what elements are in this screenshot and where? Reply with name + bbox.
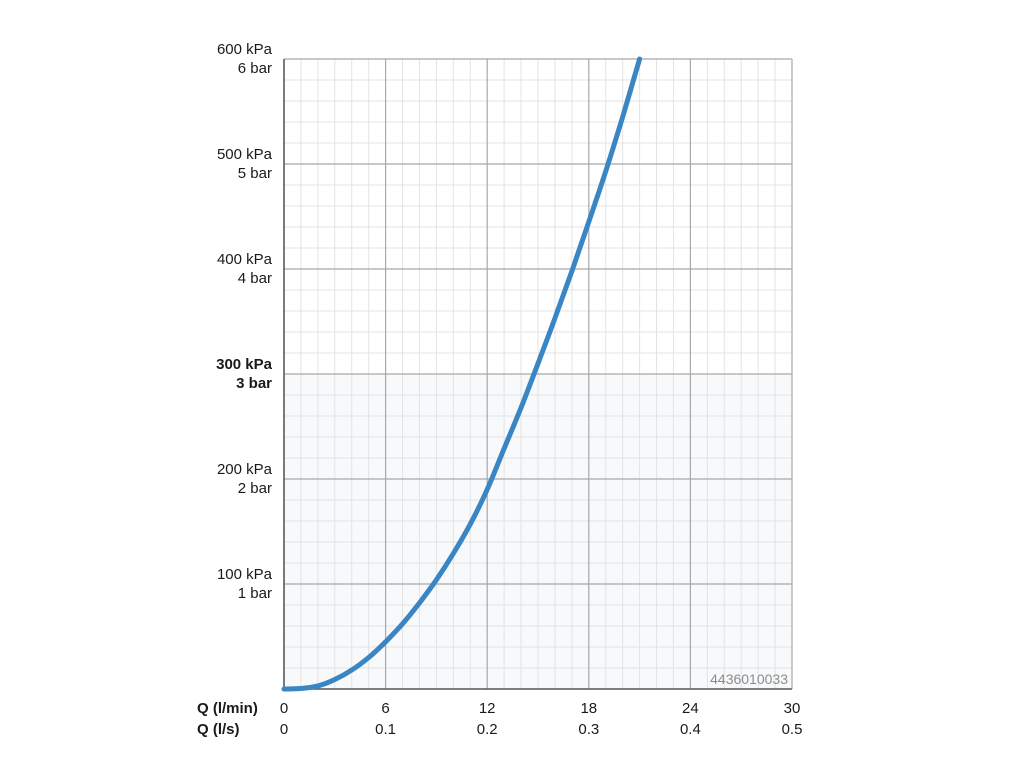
x-tick-label-ls: 0.2: [477, 721, 498, 738]
y-tick-label-bar: 2 bar: [238, 480, 272, 497]
y-tick-label-bar: 5 bar: [238, 165, 272, 182]
series-layer: [281, 56, 643, 692]
y-tick-label-kpa: 500 kPa: [217, 146, 273, 163]
x-tick-label-lmin: 12: [479, 700, 496, 717]
x-tick-labels: 0 0 6 0.1 12 0.2 18 0.3 24 0.4 30 0.5: [280, 700, 803, 738]
y-tick-label-bar: 4 bar: [238, 270, 272, 287]
y-tick-label-kpa: 100 kPa: [217, 566, 273, 583]
y-tick-labels: 100 kPa 1 bar 200 kPa 2 bar 300 kPa 3 bar 400 …: [216, 41, 273, 602]
x-tick-label-ls: 0: [280, 721, 288, 738]
x-tick-label-lmin: 6: [381, 700, 389, 717]
y-tick-label-kpa: 200 kPa: [217, 461, 273, 478]
x-tick-label-ls: 0.5: [782, 721, 803, 738]
x-tick-label-ls: 0.3: [578, 721, 599, 738]
x-axis-label-primary: Q (l/min): [197, 700, 258, 717]
y-tick-label-bar: 3 bar: [236, 375, 272, 392]
x-tick-label-ls: 0.4: [680, 721, 701, 738]
plot-frame: [283, 59, 792, 690]
x-tick-label-lmin: 30: [784, 700, 801, 717]
x-tick-label-ls: 0.1: [375, 721, 396, 738]
y-tick-label-kpa: 300 kPa: [216, 356, 273, 373]
y-tick-label-kpa: 400 kPa: [217, 251, 273, 268]
y-tick-label-kpa: 600 kPa: [217, 41, 273, 58]
product-code-label: 4436010033: [710, 671, 788, 687]
x-tick-label-lmin: 18: [580, 700, 597, 717]
x-tick-label-lmin: 24: [682, 700, 699, 717]
x-axis-label-secondary: Q (l/s): [197, 721, 240, 738]
series-line-0: [281, 56, 643, 692]
y-tick-label-bar: 6 bar: [238, 60, 272, 77]
y-tick-label-bar: 1 bar: [238, 585, 272, 602]
x-tick-label-lmin: 0: [280, 700, 288, 717]
